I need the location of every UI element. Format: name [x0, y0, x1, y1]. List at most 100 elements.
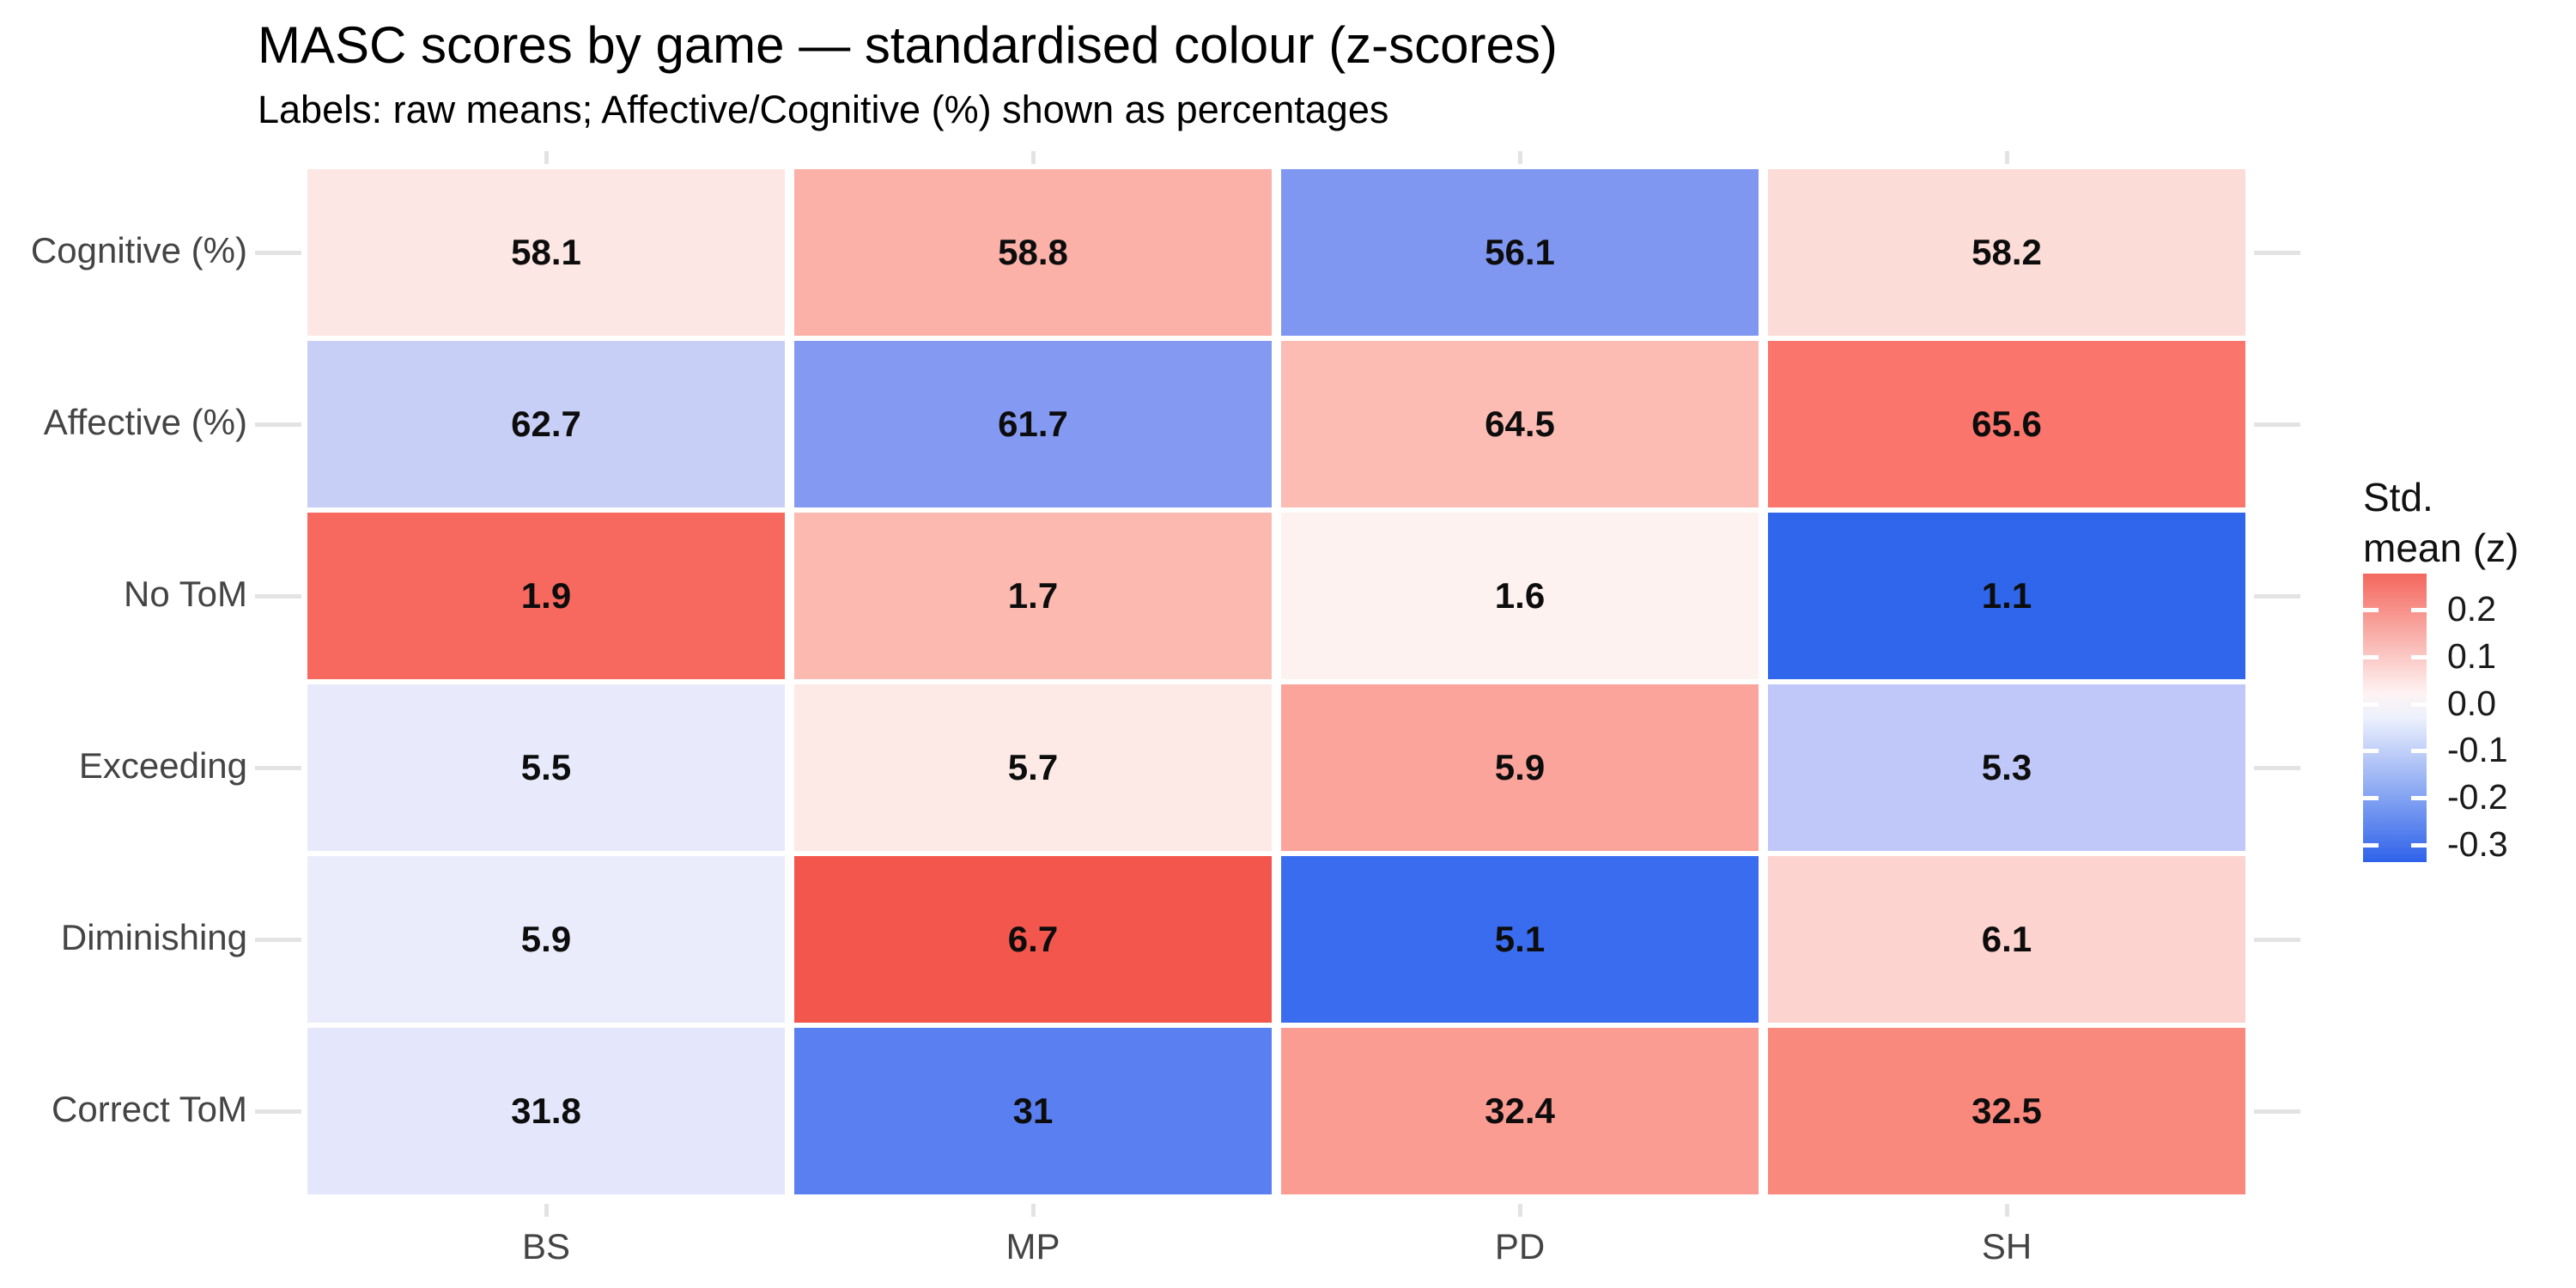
x-axis-label: SH [1981, 1226, 2032, 1267]
legend-tick-mark [2411, 654, 2427, 659]
x-axis-label: PD [1494, 1226, 1546, 1267]
legend-gradient-bar [2363, 574, 2427, 862]
y-axis-label: Diminishing [60, 917, 247, 957]
y-axis-label: No ToM [124, 574, 247, 614]
legend-tick-label: -0.2 [2447, 777, 2508, 817]
cell-value-label: 31 [1012, 1091, 1054, 1131]
x-axis-label: BS [521, 1226, 571, 1267]
x-axis-tick-bottom [1031, 1204, 1036, 1217]
legend-tick-label: 0.0 [2447, 683, 2496, 723]
y-axis-tick-right [2254, 422, 2300, 427]
heatmap-cell: 5.7 [794, 684, 1272, 851]
cell-value-label: 58.1 [511, 232, 581, 272]
legend-tick-mark [2411, 842, 2427, 848]
heatmap-cell: 62.7 [307, 341, 785, 507]
cell-value-label: 58.2 [1971, 232, 2042, 272]
cell-value-label: 1.1 [1981, 575, 2032, 616]
cell-value-label: 61.7 [998, 404, 1068, 444]
chart-title: MASC scores by game — standardised colou… [258, 16, 1558, 74]
heatmap-cell: 5.9 [1281, 684, 1759, 851]
heatmap-cell: 58.2 [1768, 169, 2245, 336]
heatmap-cell: 6.7 [794, 856, 1272, 1023]
legend-tick-mark [2411, 749, 2427, 754]
y-axis-label: Cognitive (%) [30, 230, 247, 270]
x-axis-tick-bottom [2005, 1204, 2009, 1217]
legend-tick-label: -0.1 [2447, 730, 2508, 770]
heatmap-cell: 5.5 [307, 684, 785, 851]
cell-value-label: 5.5 [520, 747, 572, 787]
cell-value-label: 5.9 [520, 919, 572, 959]
cell-value-label: 1.7 [1007, 575, 1059, 616]
cell-value-label: 1.6 [1494, 575, 1546, 616]
cell-value-label: 64.5 [1485, 404, 1555, 444]
cell-value-label: 56.1 [1485, 232, 1555, 272]
y-axis-tick-left [255, 422, 301, 427]
heatmap-cell: 1.1 [1768, 513, 2245, 679]
y-axis-tick-left [255, 594, 301, 598]
cell-value-label: 5.1 [1494, 919, 1546, 959]
heatmap-cell: 6.1 [1768, 856, 2245, 1023]
y-axis-label: Exceeding [78, 745, 247, 786]
heatmap-cell: 1.9 [307, 513, 785, 679]
x-axis-tick-bottom [1518, 1204, 1522, 1217]
legend-tick-label: 0.2 [2447, 589, 2496, 629]
x-axis-tick-bottom [544, 1204, 549, 1217]
heatmap-cell: 58.8 [794, 169, 1272, 336]
y-axis-label: Affective (%) [43, 402, 247, 442]
y-axis-tick-right [2254, 251, 2300, 255]
heatmap-cell: 56.1 [1281, 169, 1759, 336]
cell-value-label: 5.9 [1494, 747, 1546, 787]
heatmap-panel: 58.1 58.8 56.1 58.2 62.7 61.7 64.5 65.6 1.9 1.7 1.… [307, 169, 2245, 1194]
y-axis-tick-right [2254, 766, 2300, 770]
heatmap-cell: 1.6 [1281, 513, 1759, 679]
y-axis-tick-left [255, 766, 301, 770]
cell-value-label: 65.6 [1971, 404, 2042, 444]
cell-value-label: 6.1 [1981, 919, 2032, 959]
heatmap-cell: 5.3 [1768, 684, 2245, 851]
heatmap-cell: 65.6 [1768, 341, 2245, 507]
heatmap-cell: 32.4 [1281, 1028, 1759, 1194]
y-axis-tick-right [2254, 594, 2300, 598]
legend-tick-label: 0.1 [2447, 635, 2496, 676]
x-axis-tick-top [2005, 151, 2009, 164]
cell-value-label: 62.7 [511, 404, 581, 444]
x-axis-label: MP [1005, 1226, 1060, 1267]
heatmap-cell: 58.1 [307, 169, 785, 336]
legend-tick-mark [2363, 796, 2379, 801]
legend-tick-mark [2363, 749, 2379, 754]
legend-tick-mark [2363, 702, 2379, 707]
heatmap-cell: 5.1 [1281, 856, 1759, 1023]
x-axis-tick-top [544, 151, 549, 164]
cell-value-label: 58.8 [998, 232, 1068, 272]
legend-title-line1: Std. [2363, 475, 2433, 519]
x-axis-tick-top [1031, 151, 1036, 164]
chart-subtitle: Labels: raw means; Affective/Cognitive (… [258, 88, 1389, 131]
heatmap-cell: 1.7 [794, 513, 1272, 679]
y-axis-tick-left [255, 1109, 301, 1114]
heatmap-cell: 32.5 [1768, 1028, 2245, 1194]
legend-title: Std. mean (z) [2363, 472, 2518, 574]
y-axis-tick-right [2254, 1109, 2300, 1114]
heatmap-cell: 5.9 [307, 856, 785, 1023]
x-axis-tick-top [1518, 151, 1522, 164]
legend-tick-mark [2363, 842, 2379, 848]
y-axis-tick-left [255, 938, 301, 942]
legend-tick-mark [2411, 702, 2427, 707]
y-axis-tick-right [2254, 938, 2300, 942]
heatmap-cell: 31 [794, 1028, 1272, 1194]
legend-tick-mark [2411, 608, 2427, 613]
legend-tick-mark [2411, 796, 2427, 801]
y-axis-tick-left [255, 251, 301, 255]
legend-tick-mark [2363, 608, 2379, 613]
cell-value-label: 32.4 [1485, 1091, 1555, 1131]
legend-tick-mark [2363, 654, 2379, 659]
cell-value-label: 5.7 [1007, 747, 1059, 787]
y-axis-label: Correct ToM [52, 1089, 247, 1129]
heatmap-cell: 64.5 [1281, 341, 1759, 507]
legend-title-line2: mean (z) [2363, 525, 2519, 570]
cell-value-label: 6.7 [1007, 919, 1059, 959]
cell-value-label: 5.3 [1981, 747, 2032, 787]
cell-value-label: 31.8 [511, 1091, 581, 1131]
cell-value-label: 1.9 [520, 575, 572, 616]
